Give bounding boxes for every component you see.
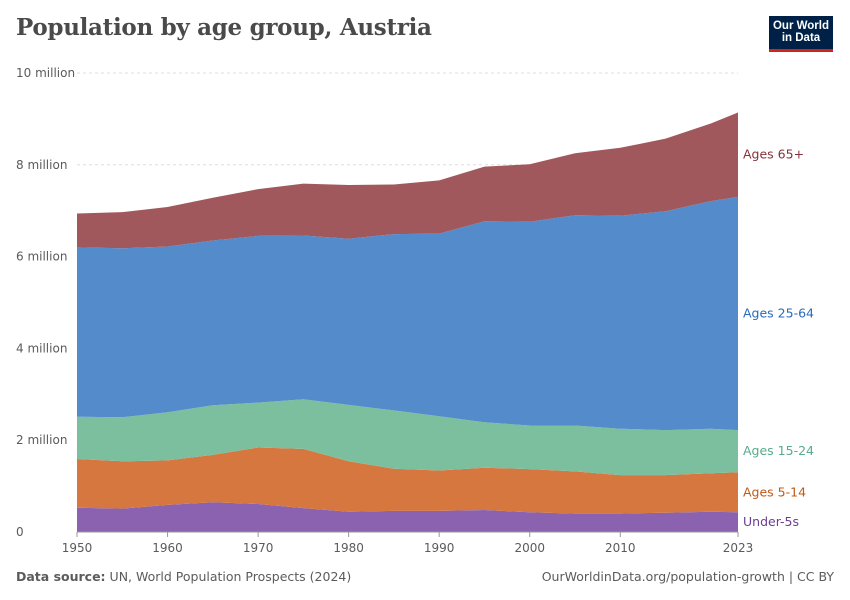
series-label-ages-65-: Ages 65+ <box>743 147 804 162</box>
area-under-5s[interactable] <box>77 502 738 532</box>
x-tick-label: 1970 <box>243 541 274 555</box>
area-ages-15-24[interactable] <box>77 399 738 476</box>
x-tick-label: 2010 <box>605 541 636 555</box>
area-ages-5-14[interactable] <box>77 447 738 514</box>
data-source-text[interactable]: UN, World Population Prospects (2024) <box>109 569 352 584</box>
source-link[interactable]: OurWorldinData.org/population-growth | C… <box>541 569 834 584</box>
owid-logo[interactable]: Our World in Data <box>769 16 833 52</box>
x-tick-label: 2000 <box>514 541 545 555</box>
x-tick-label: 1960 <box>152 541 183 555</box>
logo-line-1: Our World <box>772 20 829 32</box>
data-source-label: Data source: <box>16 569 106 584</box>
data-source: Data source: UN, World Population Prospe… <box>16 569 351 584</box>
y-tick-label: 10 million <box>16 66 75 80</box>
series-label-ages-15-24: Ages 15-24 <box>743 443 814 458</box>
y-tick-label: 2 million <box>16 433 67 447</box>
series-label-ages-5-14: Ages 5-14 <box>743 484 806 499</box>
y-tick-label: 4 million <box>16 341 67 355</box>
area-ages-65-[interactable] <box>77 112 738 249</box>
area-ages-25-64[interactable] <box>77 196 738 431</box>
x-tick-label: 1980 <box>333 541 364 555</box>
series-label-ages-25-64: Ages 25-64 <box>743 306 814 321</box>
x-tick-label: 2023 <box>723 541 754 555</box>
logo-line-2: in Data <box>781 32 821 44</box>
y-tick-label: 8 million <box>16 158 67 172</box>
x-tick-label: 1990 <box>424 541 455 555</box>
x-tick-label: 1950 <box>62 541 93 555</box>
y-tick-label: 0 <box>16 525 24 539</box>
series-label-under-5s: Under-5s <box>743 514 799 529</box>
y-tick-label: 6 million <box>16 250 67 264</box>
chart-title: Population by age group, Austria <box>16 14 432 41</box>
